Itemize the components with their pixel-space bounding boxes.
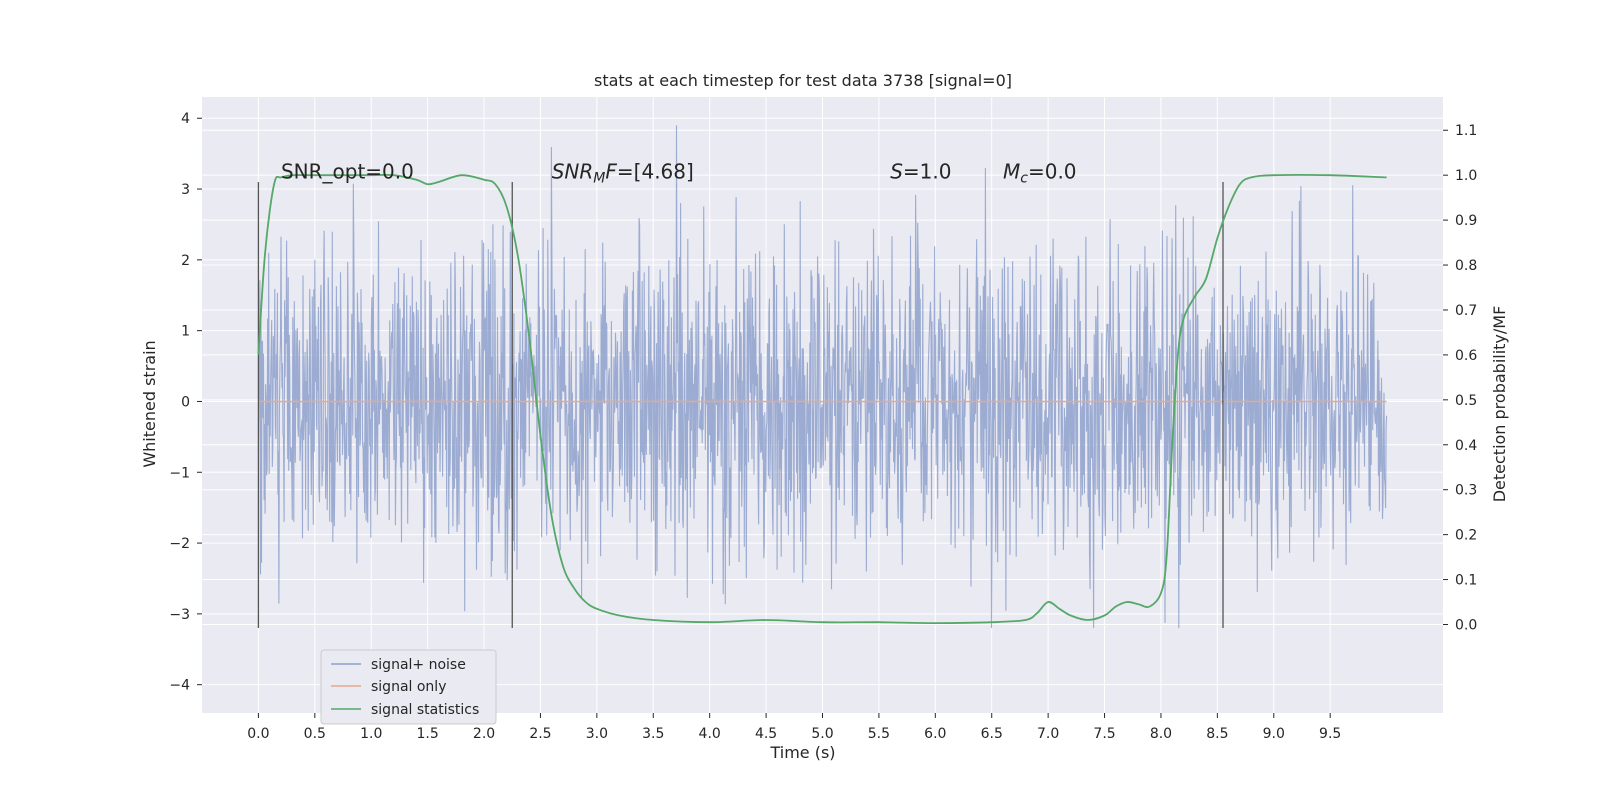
x-tick-label: 9.5 bbox=[1319, 726, 1341, 742]
x-tick-label: 3.0 bbox=[586, 726, 608, 742]
signal-plus-noise-line bbox=[257, 125, 1388, 629]
x-tick-label: 5.5 bbox=[868, 726, 890, 742]
y-tick-label: 4 bbox=[181, 111, 190, 127]
x-tick-label: 6.0 bbox=[924, 726, 946, 742]
annotation-text: S=1.0 bbox=[890, 159, 951, 183]
legend: signal+ noise signal only signal statist… bbox=[320, 649, 497, 725]
y2-axis-label: Detection probability/MF bbox=[1490, 306, 1509, 503]
x-axis-label: Time (s) bbox=[769, 743, 835, 762]
y-axis-label: Whitened strain bbox=[140, 340, 159, 467]
y2-tick-label: 0.4 bbox=[1455, 438, 1477, 454]
x-tick-label: 4.0 bbox=[699, 726, 721, 742]
signal-statistics-line bbox=[257, 173, 1387, 625]
y2-tick-label: 0.5 bbox=[1455, 393, 1477, 409]
legend-frame bbox=[320, 649, 497, 725]
series-signal-plus-noise bbox=[257, 125, 1388, 629]
x-tick-label: 0.0 bbox=[247, 726, 269, 742]
y2-tick-label: 1.0 bbox=[1455, 168, 1477, 184]
x-tick-label: 4.5 bbox=[755, 726, 777, 742]
x-tick-label: 7.0 bbox=[1037, 726, 1059, 742]
y2-tick-label: 0.3 bbox=[1455, 483, 1477, 499]
x-tick-label: 3.5 bbox=[642, 726, 664, 742]
annotation-text: Mc=0.0 bbox=[1003, 159, 1077, 186]
y2-tick-label: 1.1 bbox=[1455, 123, 1477, 139]
legend-label-signal-only: signal only bbox=[371, 679, 446, 695]
y-tick-label: 2 bbox=[181, 253, 190, 269]
legend-label-signal-statistics: signal statistics bbox=[371, 702, 479, 718]
legend-label-signal-plus-noise: signal+ noise bbox=[371, 657, 466, 673]
x-tick-label: 8.5 bbox=[1206, 726, 1228, 742]
chart-title: stats at each timestep for test data 373… bbox=[594, 71, 1012, 90]
x-tick-label: 5.0 bbox=[811, 726, 833, 742]
y2-tick-label: 0.7 bbox=[1455, 303, 1477, 319]
x-tick-label: 1.0 bbox=[360, 726, 382, 742]
x-tick-label: 0.5 bbox=[304, 726, 326, 742]
y2-tick-label: 0.6 bbox=[1455, 348, 1477, 364]
y2-tick-label: 0.8 bbox=[1455, 258, 1477, 274]
x-tick-label: 7.5 bbox=[1093, 726, 1115, 742]
series-signal-statistics bbox=[257, 173, 1387, 625]
annotations: SNR_opt=0.0 SNRMF=[4.68] S=1.0 Mc=0.0 bbox=[281, 159, 1077, 186]
y-tick-label: 1 bbox=[181, 324, 190, 340]
y-axis-ticks: 4 3 2 1 0 −1 −2 −3 −4 bbox=[169, 111, 202, 694]
y2-axis-ticks: 1.1 1.0 0.9 0.8 0.7 0.6 0.5 0.4 0.3 0.2 0.1 0.0 bbox=[1443, 123, 1477, 633]
y2-tick-label: 0.1 bbox=[1455, 573, 1477, 589]
annotation-text: SNRMF=[4.68] bbox=[552, 159, 694, 186]
y-tick-label: 0 bbox=[181, 394, 190, 410]
y-tick-label: −3 bbox=[169, 607, 190, 623]
x-tick-label: 6.5 bbox=[981, 726, 1003, 742]
y-tick-label: 3 bbox=[181, 182, 190, 198]
y2-tick-label: 0.9 bbox=[1455, 213, 1477, 229]
y-tick-label: −4 bbox=[169, 678, 190, 694]
x-tick-label: 1.5 bbox=[417, 726, 439, 742]
y-tick-label: −2 bbox=[169, 536, 190, 552]
y2-tick-label: 0.2 bbox=[1455, 528, 1477, 544]
y2-tick-label: 0.0 bbox=[1455, 617, 1477, 633]
annotation-text: SNR_opt=0.0 bbox=[281, 159, 414, 183]
x-tick-label: 2.5 bbox=[529, 726, 551, 742]
x-tick-label: 8.0 bbox=[1150, 726, 1172, 742]
marker-lines bbox=[257, 181, 1224, 629]
x-axis-ticks: 0.0 0.5 1.0 1.5 2.0 2.5 3.0 3.5 4.0 4.5 5.0 5.5 6.0 6… bbox=[247, 713, 1341, 742]
y-tick-label: −1 bbox=[169, 465, 190, 481]
x-tick-label: 2.0 bbox=[473, 726, 495, 742]
x-tick-label: 9.0 bbox=[1263, 726, 1285, 742]
